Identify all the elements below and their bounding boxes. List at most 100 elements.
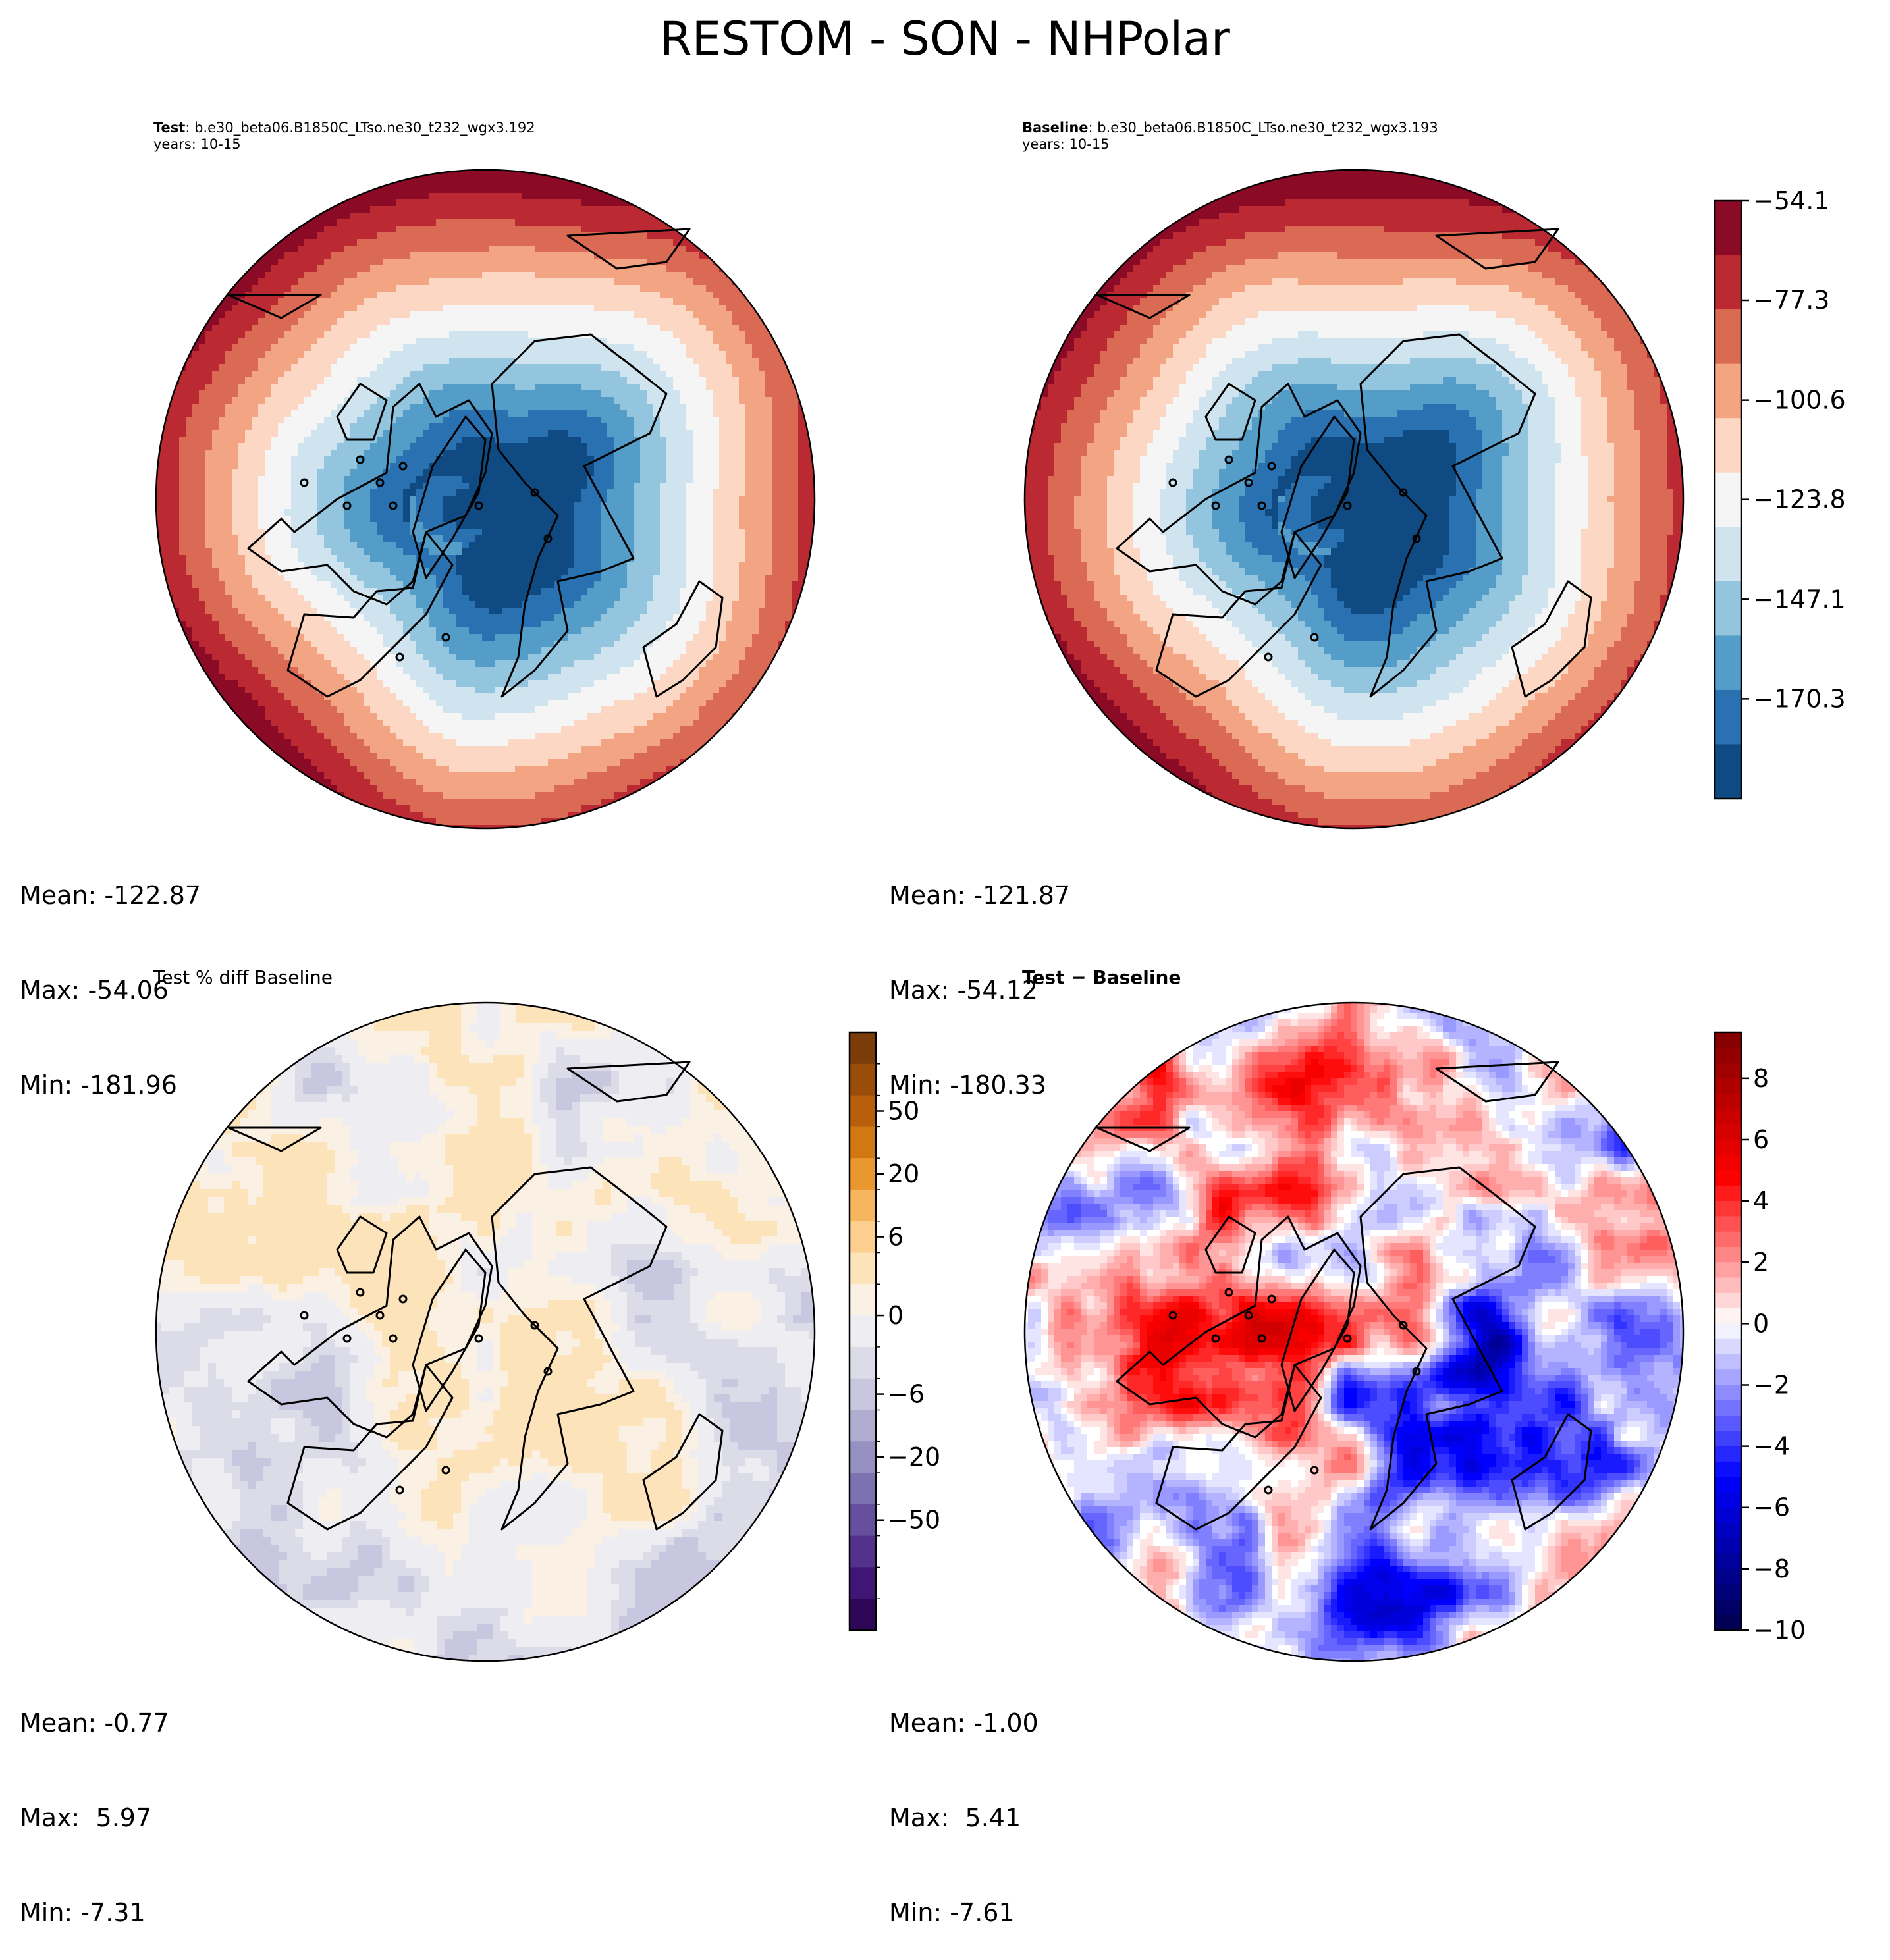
contour-cell — [364, 548, 371, 556]
contour-cell — [225, 614, 232, 622]
contour-cell — [245, 581, 252, 589]
contour-cell — [298, 476, 305, 483]
contour-cell — [436, 627, 443, 635]
contour-cell — [212, 397, 219, 404]
contour-cell — [179, 463, 186, 470]
contour-cell — [205, 463, 213, 470]
contour-cell — [475, 733, 483, 740]
contour-cell — [377, 384, 384, 391]
contour-cell — [252, 483, 259, 490]
contour-cell — [245, 450, 252, 457]
contour-cell — [350, 792, 358, 799]
contour-cell — [258, 509, 265, 516]
contour-cell — [475, 812, 483, 819]
contour-cell — [410, 423, 417, 431]
contour-cell — [396, 535, 404, 543]
contour-cell — [186, 469, 193, 477]
contour-cell — [238, 404, 246, 411]
contour-cell — [331, 509, 338, 516]
contour-cell — [304, 325, 311, 332]
contour-cell — [456, 680, 463, 687]
contour-cell — [449, 634, 456, 641]
contour-cell — [265, 423, 272, 431]
contour-cell — [528, 516, 535, 523]
contour-cell — [284, 516, 292, 523]
contour-cell — [238, 285, 246, 292]
contour-cell — [245, 331, 252, 338]
contour-cell — [238, 338, 246, 345]
contour-cell — [495, 410, 502, 417]
contour-field — [156, 170, 815, 828]
contour-cell — [364, 377, 371, 384]
contour-cell — [482, 706, 489, 714]
contour-cell — [212, 529, 219, 536]
contour-cell — [258, 476, 265, 483]
contour-cell — [508, 423, 516, 431]
contour-cell — [403, 252, 410, 259]
contour-cell — [475, 469, 483, 477]
contour-cell — [258, 706, 265, 714]
contour-cell — [396, 812, 404, 819]
contour-cell — [508, 239, 516, 246]
contour-cell — [238, 614, 246, 622]
contour-cell — [495, 318, 502, 325]
contour-cell — [528, 206, 535, 213]
contour-cell — [396, 483, 404, 490]
contour-cell — [311, 285, 318, 292]
contour-cell — [173, 568, 180, 575]
contour-cell — [489, 173, 496, 180]
contour-cell — [238, 627, 246, 635]
contour-cell — [225, 562, 232, 569]
contour-cell — [245, 318, 252, 325]
contour-cell — [344, 364, 351, 371]
contour-cell — [456, 706, 463, 714]
contour-cell — [284, 469, 292, 477]
contour-cell — [278, 687, 285, 694]
contour-cell — [186, 654, 193, 661]
contour-cell — [390, 476, 397, 483]
contour-cell — [344, 667, 351, 674]
contour-cell — [462, 509, 470, 516]
contour-cell — [482, 351, 489, 358]
contour-cell — [489, 548, 496, 556]
contour-cell — [377, 437, 384, 444]
contour-cell — [317, 568, 325, 575]
contour-cell — [390, 581, 397, 589]
contour-cell — [205, 595, 213, 602]
contour-cell — [489, 265, 496, 273]
contour-cell — [508, 575, 516, 582]
contour-cell — [423, 726, 430, 733]
contour-cell — [522, 226, 529, 233]
contour-cell — [304, 706, 311, 714]
contour-cell — [370, 180, 377, 187]
contour-cell — [449, 647, 456, 654]
contour-cell — [166, 627, 173, 635]
contour-cell — [291, 555, 298, 562]
contour-cell — [522, 555, 529, 562]
contour-cell — [495, 772, 502, 780]
contour-cell — [291, 509, 298, 516]
contour-cell — [199, 417, 206, 424]
contour-cell — [344, 627, 351, 635]
contour-cell — [416, 170, 423, 174]
contour-cell — [186, 410, 193, 417]
contour-cell — [377, 252, 384, 259]
contour-cell — [311, 555, 318, 562]
contour-cell — [298, 265, 305, 273]
contour-cell — [410, 812, 417, 819]
contour-cell — [515, 404, 522, 411]
contour-cell — [278, 726, 285, 733]
contour-cell — [383, 792, 391, 799]
contour-cell — [390, 654, 397, 661]
contour-cell — [245, 739, 252, 747]
contour-cell — [284, 305, 292, 312]
contour-cell — [383, 390, 391, 398]
contour-cell — [528, 199, 535, 207]
contour-cell — [502, 581, 509, 589]
contour-cell — [423, 502, 430, 510]
contour-cell — [186, 325, 193, 332]
contour-cell — [331, 516, 338, 523]
contour-cell — [475, 344, 483, 352]
contour-cell — [416, 733, 423, 740]
contour-cell — [469, 700, 476, 707]
